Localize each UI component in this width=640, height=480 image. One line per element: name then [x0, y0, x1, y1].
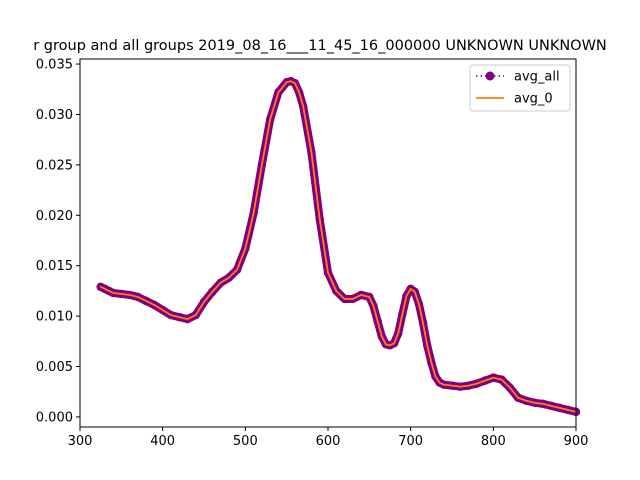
- x-tick-label: 300: [68, 434, 93, 449]
- legend-label: avg_all: [514, 70, 560, 85]
- legend-entry-avg_all: avg_all: [476, 70, 560, 85]
- y-tick-label: 0.020: [36, 209, 73, 224]
- legend-marker: [485, 71, 495, 81]
- legend: avg_all avg_0: [469, 64, 571, 112]
- series-line-avg_0: [99, 80, 577, 413]
- plot-frame: [79, 58, 577, 428]
- plot-area: [96, 76, 581, 417]
- y-tick-label: 0.010: [36, 310, 73, 325]
- legend-label: avg_0: [514, 92, 553, 107]
- x-tick-label: 700: [398, 434, 423, 449]
- y-tick-label: 0.025: [36, 158, 73, 173]
- y-tick-label: 0.000: [36, 410, 73, 425]
- chart-title: r group and all groups 2019_08_16___11_4…: [33, 38, 607, 54]
- x-axis: 300 400 500 600 700 800 900: [68, 427, 589, 449]
- series-band-avg_all: [96, 77, 580, 416]
- x-tick-label: 900: [564, 434, 589, 449]
- x-tick-label: 800: [481, 434, 506, 449]
- x-tick-label: 500: [233, 434, 258, 449]
- y-tick-label: 0.015: [36, 259, 73, 274]
- legend-entries: avg_all avg_0: [476, 70, 560, 107]
- y-axis: 0.000 0.005 0.010 0.015 0.020 0.025 0.030 0.035: [36, 58, 80, 425]
- x-tick-label: 600: [316, 434, 341, 449]
- legend-entry-avg_0: avg_0: [476, 92, 553, 107]
- x-tick-label: 400: [150, 434, 175, 449]
- y-tick-label: 0.005: [36, 360, 73, 375]
- series-avg_all: [96, 76, 581, 417]
- y-tick-label: 0.030: [36, 108, 73, 123]
- y-tick-label: 0.035: [36, 58, 73, 73]
- series-avg_0: [99, 80, 577, 413]
